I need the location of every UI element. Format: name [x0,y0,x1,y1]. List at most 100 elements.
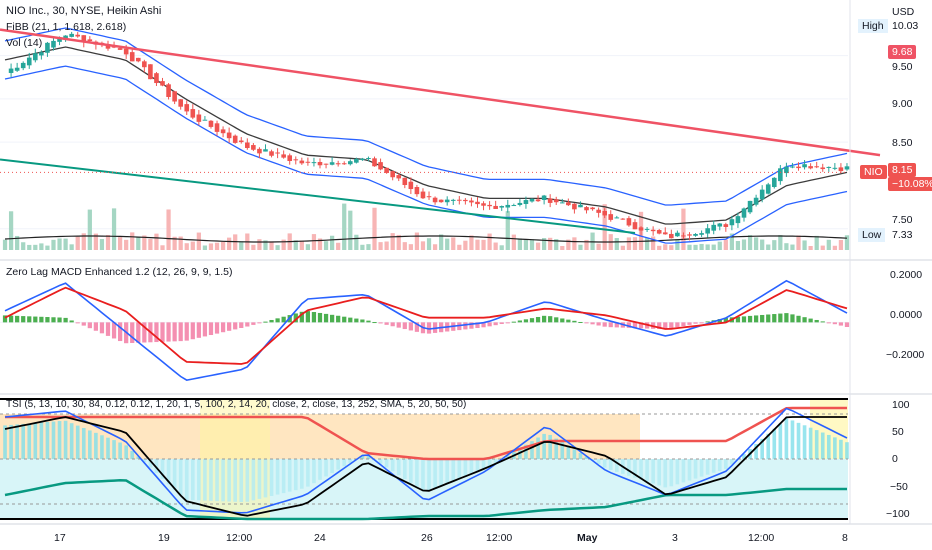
heikin-ashi-candles[interactable] [8,31,850,241]
volume-bar [178,236,183,250]
volume-bar [693,244,698,250]
tsi-hist-bar [33,422,38,459]
macd-legend[interactable]: Zero Lag MACD Enhanced 1.2 (12, 26, 9, 9… [6,266,233,278]
candle-body [638,227,644,231]
macd-hist-bar [808,318,813,323]
macd-hist-bar [766,314,771,323]
tsi-hist-bar [57,421,62,459]
tsi-tick: 50 [892,426,904,438]
macd-hist-bar [505,322,510,324]
candle-body [190,109,196,118]
time-label: 26 [421,532,433,544]
candle-body [487,204,492,207]
volume-bar [396,234,401,250]
volume-bar [39,243,44,250]
candle-body [808,166,813,169]
volume-bar [778,235,783,250]
tsi-hist-bar [324,459,328,477]
volume-bar [596,243,601,250]
tsi-hist-bar [651,459,655,484]
candle-body [614,217,620,219]
tsi-hist-bar [627,459,631,476]
tsi-hist-bar [469,459,474,475]
tsi-hist-bar [463,459,468,477]
candle-body [232,135,238,143]
volume-bar [475,239,480,250]
tsi-upper-envelope [5,406,847,461]
tsi-tick: −50 [890,481,908,493]
support-trendline [0,158,636,235]
candle-body [287,155,293,162]
tsi-hist-bar [427,459,431,492]
macd-hist-bar [523,319,529,323]
macd-histogram [2,311,850,344]
volume-bar [796,235,801,250]
volume-bar [111,208,117,250]
candle-body [317,161,323,166]
volume-bar [275,245,280,250]
tsi-lines [0,398,848,521]
fibb-bands [4,27,848,244]
volume-bar [93,233,99,250]
macd-hist-bar [493,322,498,326]
fibb-legend[interactable]: FiBB (21, 1, 1.618, 2.618) [6,21,127,33]
tsi-hist-bar [209,459,213,501]
volume-bar [202,245,208,250]
macd-hist-bar [753,315,759,323]
candle-body [578,204,583,208]
macd-hist-bar [790,314,795,323]
tsi-hist-bar [475,459,480,473]
candle-body [220,129,226,134]
macd-hist-bar [560,318,565,323]
candle-body [372,158,377,167]
volume-bar [517,238,523,250]
volume-bar [578,244,583,250]
tsi-hist-bar [433,459,437,489]
candle-body [26,57,32,66]
volume-bar [554,239,559,250]
candle-body [469,200,474,203]
tsi-hist-bar [772,428,777,459]
tsi-hist-bar [584,456,589,459]
candle-body [57,38,62,42]
symbol-title: NIO Inc., 30, NYSE, Heikin Ashi [6,5,162,17]
volume-bar [8,211,14,250]
candle-body [632,222,638,230]
volume-bar [493,242,498,250]
macd-hist-bar [663,322,668,330]
tsi-hist-bar [269,459,274,496]
volume-bar [227,237,232,250]
volume-bar [166,209,171,250]
tsi-line [4,407,848,514]
tsi-hist-bar [839,439,843,459]
candle-body [63,35,68,40]
candle-body [238,140,244,143]
macd-hist-bar [481,322,486,328]
tsi-hist-bar [215,459,219,502]
tsi-hist-bar [524,444,528,459]
candle-body [444,199,450,203]
volume-bar [711,244,716,250]
macd-hist-bar [87,322,92,329]
macd-hist-bar [693,322,698,324]
fibb-lower-band [4,65,848,244]
currency-label: USD [892,6,915,18]
volume-legend[interactable]: Vol (14) [6,37,43,49]
candle-body [559,202,565,204]
macd-hist-bar [105,322,111,336]
tsi-hist-bar [275,459,280,495]
macd-hist-bar [517,320,523,323]
macd-hist-bar [632,322,638,329]
candle-body [438,199,444,203]
tsi-legend[interactable]: TSI (5, 13, 10, 30, 84, 0.12, 0.12, 1, 2… [6,399,467,410]
macd-hist-bar [154,322,159,343]
tsi-hist-bar [166,459,171,485]
macd-hist-bar [166,322,171,342]
candle-body [408,181,414,190]
candle-body [172,91,177,102]
macd-hist-bar [511,321,516,323]
trendlines[interactable] [0,28,881,235]
volume-bar [790,244,795,250]
candle-body [644,228,650,230]
